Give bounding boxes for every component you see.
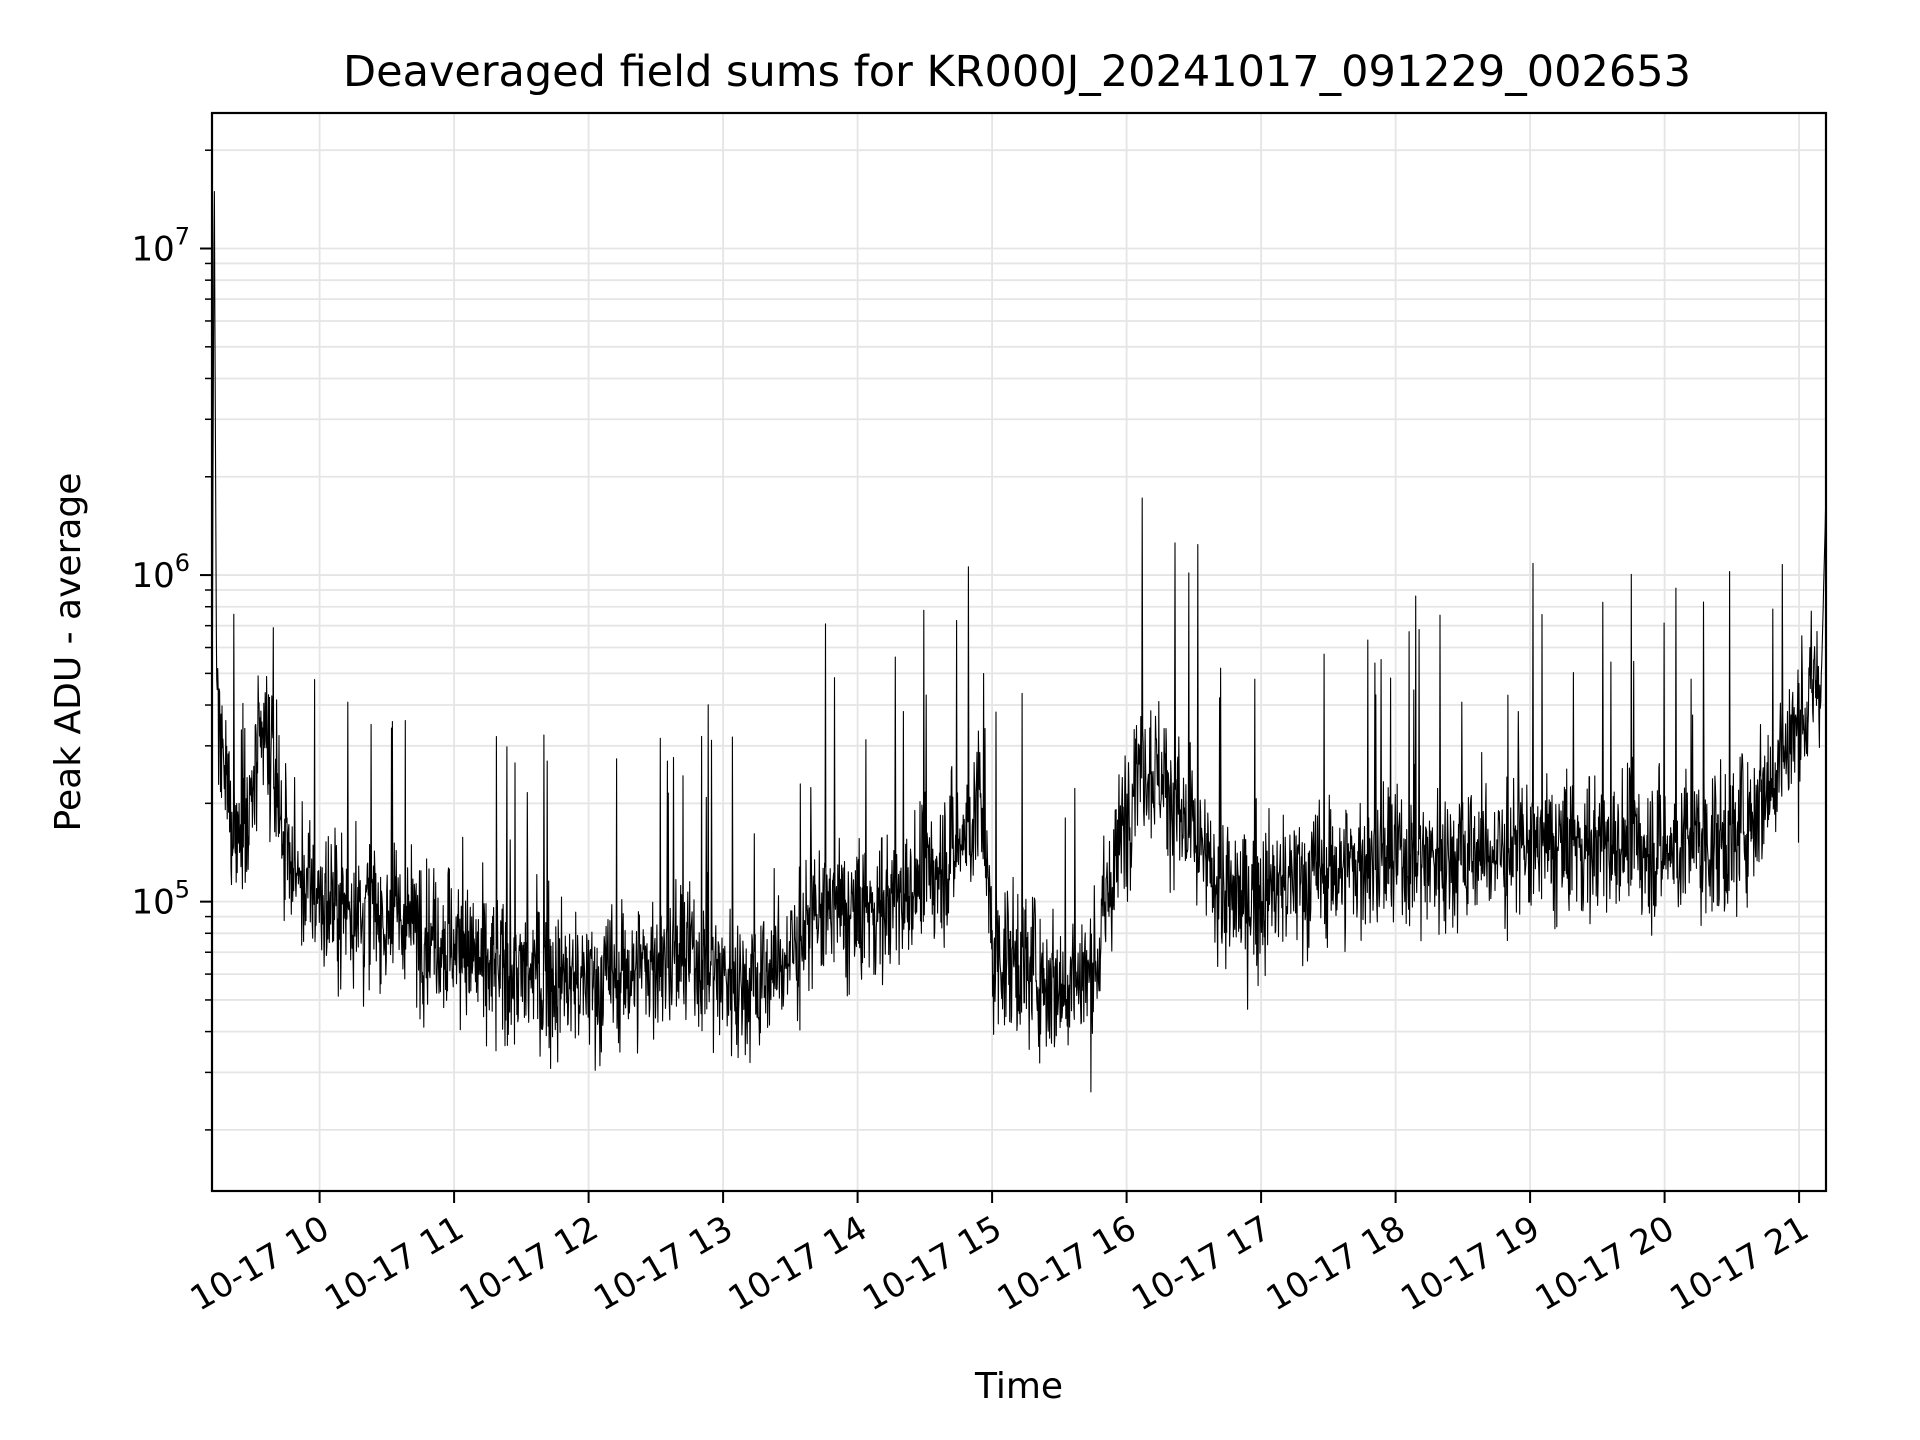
series-line [211, 191, 1827, 1093]
chart-title: Deaveraged field sums for KR000J_2024101… [343, 47, 1691, 97]
data-series [211, 191, 1827, 1093]
plot-frame [210, 111, 1828, 1193]
x-tick-label: 10-17 13 [587, 1208, 739, 1319]
grid [212, 113, 1826, 1191]
y-tick-label: 106 [131, 549, 190, 596]
x-tick-label: 10-17 19 [1394, 1208, 1546, 1319]
x-tick-label: 10-17 21 [1663, 1208, 1815, 1319]
x-tick-label: 10-17 10 [184, 1208, 336, 1319]
x-tick-label: 10-17 15 [856, 1208, 1008, 1319]
y-tick-label: 105 [131, 876, 190, 923]
x-tick-label: 10-17 20 [1529, 1208, 1681, 1319]
x-tick-label: 10-17 11 [318, 1208, 470, 1319]
y-tick-label: 107 [131, 223, 190, 270]
y-axis-label: Peak ADU - average [48, 473, 89, 832]
x-tick-label: 10-17 12 [453, 1208, 605, 1319]
x-axis-label: Time [974, 1366, 1063, 1407]
x-tick-label: 10-17 14 [722, 1208, 874, 1319]
x-tick-label: 10-17 16 [991, 1208, 1143, 1319]
y-axis-ticks: 105 106 107 [131, 149, 212, 1131]
x-tick-label: 10-17 18 [1260, 1208, 1412, 1319]
x-tick-label: 10-17 17 [1125, 1208, 1277, 1319]
